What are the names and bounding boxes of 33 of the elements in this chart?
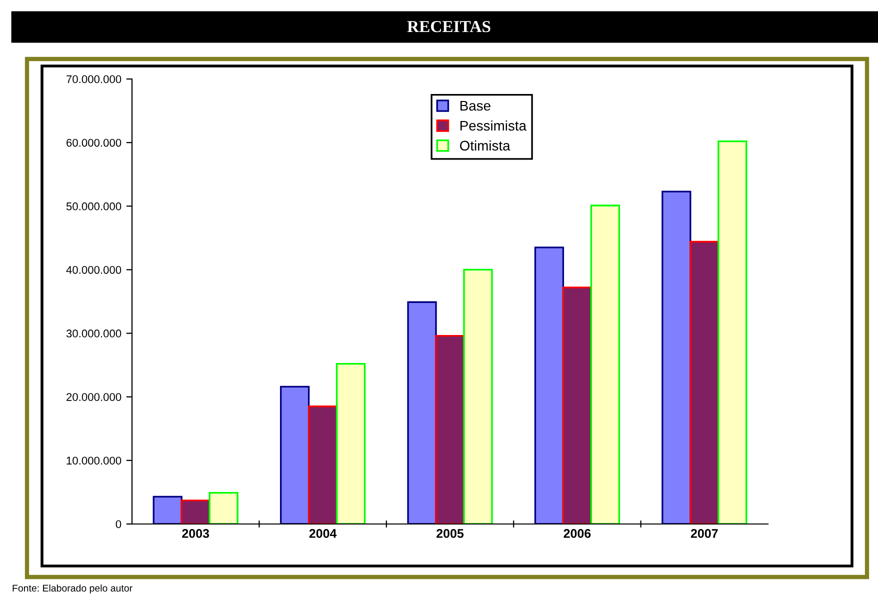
x-tick-label: 2006 — [564, 529, 591, 538]
y-tick-label: 40.000.000 — [66, 266, 122, 274]
y-tick-label: 10.000.000 — [66, 456, 122, 465]
bar — [718, 140, 748, 524]
chart-title: RECEITAS — [407, 20, 490, 32]
bar — [562, 286, 592, 524]
bar — [336, 362, 366, 524]
y-tick-label: 20.000.000 — [66, 393, 122, 401]
bar — [590, 204, 620, 524]
source-note: Fonte: Elaborado pelo autor — [12, 584, 132, 594]
y-tick-label: 70.000.000 — [66, 75, 122, 84]
bar — [280, 386, 310, 524]
x-tick-label: 2003 — [182, 529, 210, 538]
bar — [690, 240, 720, 524]
legend-label: Pessimista — [460, 120, 526, 131]
x-tick-label: 2004 — [309, 529, 337, 538]
bar — [662, 190, 692, 524]
bar — [463, 268, 493, 524]
bar — [152, 496, 182, 524]
bar — [435, 334, 465, 524]
x-tick-label: 2007 — [690, 529, 718, 538]
bar — [308, 406, 338, 524]
legend-label: Base — [460, 100, 490, 111]
bar — [180, 500, 210, 524]
y-tick-label: 60.000.000 — [66, 138, 122, 147]
legend-label: Otimista — [460, 140, 510, 151]
x-tick-label: 2005 — [436, 529, 464, 538]
y-tick-label: 30.000.000 — [66, 330, 122, 338]
y-tick-label: 0 — [116, 520, 122, 528]
bar — [407, 301, 437, 524]
y-tick-label: 50.000.000 — [66, 202, 122, 210]
bar — [534, 246, 564, 524]
bar — [208, 492, 238, 524]
